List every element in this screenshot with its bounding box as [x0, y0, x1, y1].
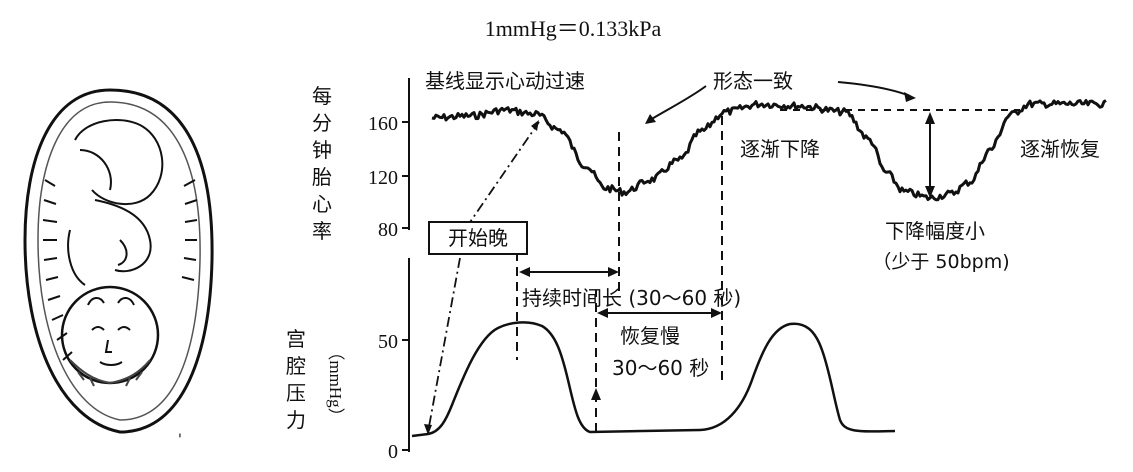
small-drop-label: 下降幅度小 [885, 219, 985, 243]
uc-tick-50: 50 [378, 331, 398, 353]
svg-text:心: 心 [312, 192, 332, 216]
slow-recover-label: 恢复慢 [620, 324, 680, 348]
same-shape-arrows [649, 81, 911, 121]
late-onset-label: 开始晚 [448, 226, 508, 250]
svg-text:宫: 宫 [286, 327, 306, 351]
fhr-y-axis [402, 78, 410, 230]
slow-recover-time: 30～60 秒 [612, 356, 709, 380]
same-shape-arrowhead-left [645, 114, 656, 124]
fetus-in-uterus-illustration [23, 88, 214, 434]
recovery-arrow-right [711, 308, 722, 318]
amp-arrow-down [925, 186, 935, 198]
arrowhead-to-uc [424, 424, 432, 435]
same-shape-arrowhead-right [904, 92, 916, 102]
amp-arrow-up [925, 112, 935, 124]
svg-text:每: 每 [312, 84, 332, 108]
svg-text:腔: 腔 [286, 354, 306, 378]
late-onset-box [428, 221, 528, 255]
fhr-tick-160: 160 [368, 113, 398, 135]
fhr-axis-label: 每 分 钟 胎 心 率 [312, 84, 332, 243]
fhr-trace [431, 99, 1107, 202]
same-shape-label: 形态一致 [713, 69, 793, 93]
fhr-tick-120: 120 [368, 167, 398, 189]
baseline-tachy-label: 基线显示心动过速 [425, 69, 585, 93]
uc-axis-unit: （mmHg） [326, 343, 345, 424]
uterine-pressure-trace [411, 321, 896, 438]
unit-conversion-note: 1mmHg＝0.133kPa [485, 16, 662, 41]
svg-text:率: 率 [312, 219, 332, 243]
gradual-recover-label: 逐渐恢复 [1020, 137, 1100, 161]
late-onset-arrows [427, 121, 540, 433]
fhr-tick-80: 80 [378, 219, 398, 241]
duration-arrow-right [608, 267, 619, 277]
small-drop-note: （少于 50bpm) [872, 251, 1009, 273]
duration-arrow-left [519, 267, 530, 277]
uc-y-axis [402, 258, 410, 452]
arrowhead-to-fhr [531, 120, 539, 131]
svg-text:胎: 胎 [312, 165, 332, 189]
svg-text:压: 压 [286, 381, 306, 405]
uc-tick-0: 0 [388, 441, 398, 463]
recovery-arrow-left [597, 308, 608, 318]
gradual-fall-label: 逐渐下降 [740, 137, 820, 161]
stray-mark: ' [178, 432, 182, 448]
svg-text:分: 分 [312, 111, 332, 135]
svg-text:钟: 钟 [312, 138, 332, 162]
long-duration-label: 持续时间长 (30～60 秒) [522, 286, 741, 310]
uc-axis-label: 宫 腔 压 力 [286, 327, 306, 432]
recovery-start-arrow [591, 388, 601, 400]
svg-text:力: 力 [286, 408, 306, 432]
timing-guides [516, 116, 723, 380]
